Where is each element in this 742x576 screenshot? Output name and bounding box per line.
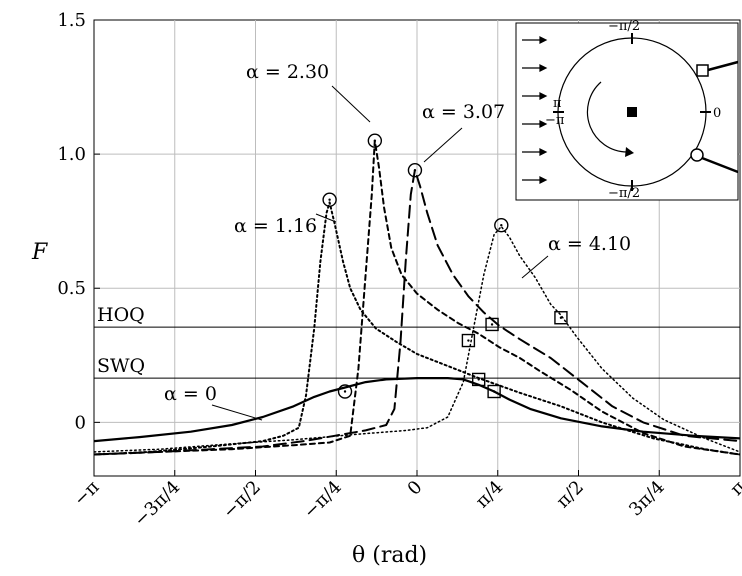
annotations: α = 0 α = 1.16 α = 2.30 α = 3.07 α = 4.1…	[164, 61, 631, 421]
series-group	[94, 139, 740, 456]
marker-circle-3	[407, 163, 423, 178]
marker-square-2	[461, 333, 476, 348]
marker-square-1	[471, 372, 486, 387]
annotation-alpha-2-30: α = 2.30	[246, 61, 329, 83]
annotation-alpha-1-16: α = 1.16	[234, 215, 317, 237]
annotation-alpha-3-07: α = 3.07	[422, 101, 505, 123]
annotation-arrow-alpha-2-30	[331, 85, 371, 123]
marker-square-4	[554, 311, 568, 325]
marker-dot-4-1	[559, 316, 563, 319]
marker-circle-1	[322, 192, 337, 207]
marker-circle-0	[337, 384, 353, 399]
inset-circle-marker	[690, 148, 704, 162]
inset-diagram: −π/2 −π/2 0 π −π	[515, 19, 739, 201]
inset-circle-flap	[701, 156, 739, 174]
inset-square-flap	[707, 60, 739, 72]
inset-label-left-bottom: −π	[545, 113, 565, 128]
inset-label-left-top: π	[553, 96, 562, 111]
inset-square-marker	[696, 64, 709, 77]
marker-dot-3-1	[490, 323, 494, 326]
marker-dot-3-0	[413, 169, 417, 172]
inset-label-right: 0	[713, 106, 721, 121]
series-line-4	[94, 225, 740, 453]
inset-rotation-arrow	[586, 81, 628, 153]
y-tick-label-0: 0	[75, 412, 86, 433]
x-axis-title: θ (rad)	[352, 543, 427, 568]
series-line-1	[94, 201, 740, 456]
grid	[94, 20, 740, 476]
marker-square-3	[485, 317, 499, 332]
marker-dot-0-0	[343, 390, 347, 393]
x-tick-label-4: 0	[404, 477, 427, 500]
series-line-0	[94, 377, 740, 443]
inset-flow-arrows	[522, 36, 548, 184]
x-tick-label-3: −π/4	[300, 477, 346, 523]
annotation-alpha-0: α = 0	[164, 383, 217, 405]
x-tick-label-8: π	[726, 477, 742, 500]
y-axis-title: F	[31, 240, 48, 265]
annotation-arrow-alpha-4-10	[521, 255, 549, 279]
annotation-arrow-alpha-1-16	[315, 213, 337, 223]
marker-circle-2	[367, 133, 383, 148]
ref-label-hoq: HOQ	[97, 304, 145, 326]
inset-label-top: −π/2	[608, 19, 640, 34]
x-tick-label-6: π/2	[552, 477, 588, 513]
inset-rotation-arrowhead	[625, 147, 634, 157]
marker-dot-1-1	[477, 378, 480, 381]
y-tick-label-2: 1.0	[57, 144, 86, 165]
y-tick-label-1: 0.5	[57, 278, 86, 299]
ref-label-swq: SWQ	[97, 355, 145, 377]
annotation-alpha-4-10: α = 4.10	[548, 233, 631, 255]
inset-label-bottom: −π/2	[608, 186, 640, 201]
marker-dot-1-0	[328, 198, 331, 201]
x-tick-label-0: −π	[70, 477, 104, 511]
annotation-arrow-alpha-3-07	[423, 127, 463, 163]
series-line-3	[94, 169, 740, 456]
y-tick-label-3: 1.5	[57, 10, 86, 31]
marker-dot-0-1	[492, 390, 496, 393]
x-tick-label-5: π/4	[472, 477, 508, 513]
marker-dot-2-1	[467, 339, 470, 342]
marker-square-0	[487, 384, 501, 399]
marker-dot-2-0	[373, 139, 377, 142]
marker-circle-4	[494, 217, 509, 233]
markers-group	[322, 133, 568, 399]
annotation-arrow-alpha-0	[211, 404, 263, 421]
x-tick-label-2: −π/2	[219, 477, 265, 523]
series-line-2	[94, 139, 740, 456]
marker-dot-4-0	[500, 224, 503, 227]
inset-center-square	[627, 107, 637, 117]
x-tick-label-7: 3π/4	[625, 477, 669, 521]
x-tick-label-1: −3π/4	[130, 477, 184, 531]
